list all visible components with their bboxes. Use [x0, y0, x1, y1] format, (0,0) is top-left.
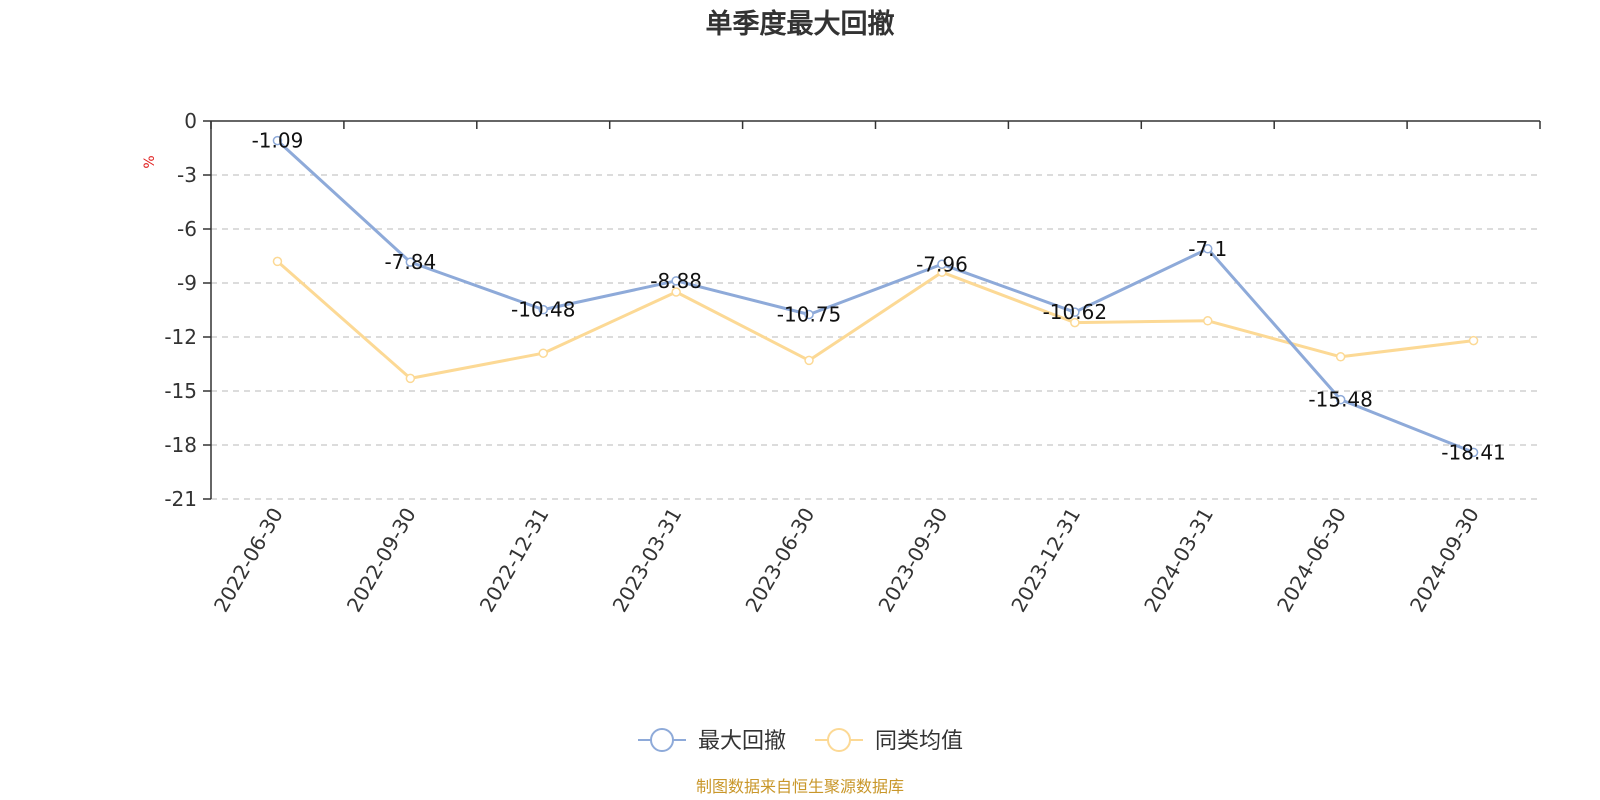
- data-label: -8.88: [650, 269, 702, 293]
- y-axis-unit: %: [142, 155, 158, 168]
- data-point[interactable]: [1335, 352, 1346, 362]
- data-point[interactable]: [405, 257, 416, 267]
- data-point[interactable]: [1468, 335, 1479, 346]
- y-tick-label: -9: [177, 271, 197, 295]
- y-tick-label: -18: [164, 433, 197, 457]
- y-axis-ticks: 0 -3 -6 -9 -12 -15 -18 -21: [164, 109, 211, 511]
- y-tick-label: -21: [164, 487, 197, 511]
- data-labels: -1.09 -7.84 -10.48 -8.88 -10.75 -7.96 -10.62 -7…: [252, 129, 1506, 465]
- legend[interactable]: 最大回撤 同类均值: [638, 728, 963, 754]
- data-point[interactable]: [1203, 244, 1213, 254]
- data-point[interactable]: [804, 355, 814, 366]
- data-point[interactable]: [804, 309, 814, 320]
- data-point[interactable]: [272, 256, 283, 267]
- y-tick-label: -6: [177, 217, 197, 241]
- data-point[interactable]: [538, 304, 548, 315]
- data-point[interactable]: [1070, 307, 1080, 317]
- data-point[interactable]: [937, 259, 947, 270]
- data-label: -10.48: [511, 298, 575, 322]
- data-point[interactable]: [272, 135, 283, 146]
- x-tick-label: 2024-06-30: [1272, 504, 1351, 617]
- legend-label: 同类均值: [875, 729, 963, 754]
- x-tick-label: 2022-09-30: [342, 504, 421, 617]
- chart-title: 单季度最大回撤: [706, 8, 895, 40]
- data-label: -15.48: [1308, 388, 1372, 412]
- data-point[interactable]: [405, 373, 416, 384]
- data-label: -7.1: [1188, 237, 1227, 261]
- legend-label: 最大回撤: [698, 729, 786, 754]
- legend-marker-icon: [650, 728, 674, 752]
- data-label: -7.84: [384, 250, 436, 274]
- data-label: -10.62: [1043, 300, 1107, 324]
- data-point[interactable]: [1335, 394, 1346, 405]
- y-tick-label: 0: [184, 109, 197, 133]
- x-tick-label: 2024-09-30: [1405, 504, 1484, 617]
- series-line: [275, 259, 1476, 380]
- x-tick-label: 2023-06-30: [740, 504, 819, 617]
- data-point[interactable]: [1468, 447, 1479, 458]
- legend-marker-icon: [827, 728, 851, 752]
- data-point[interactable]: [1070, 317, 1080, 328]
- x-tick-label: 2024-03-31: [1139, 504, 1218, 617]
- source-note: 制图数据来自恒生聚源数据库: [696, 777, 904, 796]
- x-axis-ticks: 2022-06-30 2022-09-30 2022-12-31 2023-03-31…: [209, 504, 1484, 617]
- y-tick-label: -15: [164, 379, 197, 403]
- data-point[interactable]: [538, 348, 548, 358]
- data-point[interactable]: [671, 276, 681, 286]
- y-tick-label: -12: [164, 325, 197, 349]
- grid: [211, 174, 1540, 500]
- data-label: -18.41: [1441, 440, 1505, 464]
- data-label: -7.96: [916, 252, 968, 276]
- data-point[interactable]: [671, 287, 681, 297]
- x-tick-label: 2023-09-30: [873, 504, 952, 617]
- axes: [210, 120, 1541, 499]
- series: [272, 135, 1479, 458]
- y-tick-label: -3: [177, 163, 197, 187]
- x-tick-label: 2022-06-30: [209, 504, 288, 617]
- data-label: -1.09: [252, 129, 304, 153]
- data-label: -10.75: [777, 303, 841, 327]
- legend-item[interactable]: 同类均值: [815, 728, 963, 754]
- legend-item[interactable]: 最大回撤: [638, 728, 786, 754]
- series-line: [275, 139, 1476, 454]
- data-point[interactable]: [1203, 316, 1213, 326]
- x-tick-label: 2022-12-31: [475, 504, 554, 617]
- x-tick-label: 2023-03-31: [608, 504, 687, 617]
- x-tick-label: 2023-12-31: [1006, 504, 1085, 617]
